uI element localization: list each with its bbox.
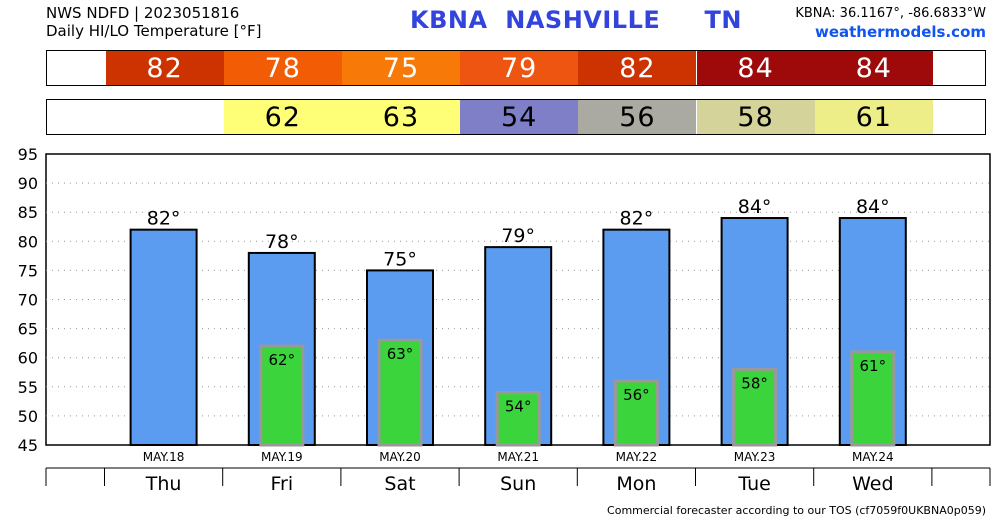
lo-bar <box>495 391 541 447</box>
day-label: Wed <box>852 473 893 495</box>
hi-data-label: 84° <box>856 196 890 218</box>
low-temp-cell: 61 <box>814 100 933 134</box>
low-temp-cell: 54 <box>460 100 579 134</box>
lo-bar <box>732 367 778 447</box>
high-temp-cell: 79 <box>460 51 579 85</box>
date-label: MAY.22 <box>616 450 658 464</box>
high-temp-cell: 84 <box>814 51 933 85</box>
y-tick-label: 45 <box>18 436 38 455</box>
day-label: Fri <box>270 473 293 495</box>
low-temp-cell: 63 <box>341 100 461 134</box>
hi-data-label: 82° <box>620 208 654 230</box>
station-coords: KBNA: 36.1167°, -86.6833°W <box>795 6 986 21</box>
hi-bar <box>129 228 198 446</box>
lo-data-label: 56° <box>623 386 650 404</box>
low-temp-cell: 58 <box>696 100 815 134</box>
high-temp-cell: 75 <box>341 51 461 85</box>
lo-data-label: 61° <box>860 357 887 375</box>
date-label: MAY.23 <box>734 450 776 464</box>
lo-bar <box>377 338 423 447</box>
date-label: MAY.18 <box>143 450 185 464</box>
lo-data-label: 62° <box>269 351 296 369</box>
low-temp-cell: 62 <box>223 100 342 134</box>
high-temp-cell: 82 <box>105 51 224 85</box>
header-info: NWS NDFD | 2023051816 Daily HI/LO Temper… <box>46 4 262 40</box>
model-run-label: NWS NDFD | 2023051816 <box>46 4 240 22</box>
y-tick-label: 60 <box>18 349 38 368</box>
low-temp-cell <box>105 100 224 134</box>
high-temp-cell: 82 <box>578 51 697 85</box>
footer-note: Commercial forecaster according to our T… <box>607 504 986 517</box>
high-temp-strip: 82 78 75 79 82 84 84 <box>46 50 986 86</box>
lo-bar <box>613 379 659 447</box>
hi-data-label: 78° <box>265 231 299 253</box>
y-tick-label: 50 <box>18 407 38 426</box>
station-title: KBNA NASHVILLE TN <box>410 6 743 34</box>
y-tick-label: 70 <box>18 291 38 310</box>
hi-data-label: 82° <box>147 208 181 230</box>
date-label: MAY.21 <box>497 450 539 464</box>
lo-bar <box>850 350 896 447</box>
lo-data-label: 54° <box>505 398 532 416</box>
high-temp-cell: 84 <box>696 51 815 85</box>
lo-data-label: 58° <box>741 374 768 392</box>
date-label: MAY.24 <box>852 450 894 464</box>
lo-data-label: 63° <box>387 345 414 363</box>
product-label: Daily HI/LO Temperature [°F] <box>46 22 262 40</box>
y-tick-label: 80 <box>18 232 38 251</box>
low-temp-cell: 56 <box>578 100 697 134</box>
y-tick-label: 55 <box>18 378 38 397</box>
day-label: Sat <box>384 473 415 495</box>
y-tick-label: 85 <box>18 203 38 222</box>
hi-data-label: 75° <box>383 248 417 270</box>
lo-bar <box>259 344 305 447</box>
high-temp-cell: 78 <box>223 51 342 85</box>
low-temp-strip: 62 63 54 56 58 61 <box>46 99 986 135</box>
header-right: KBNA: 36.1167°, -86.6833°W weathermodels… <box>795 5 986 41</box>
site-link[interactable]: weathermodels.com <box>814 23 986 41</box>
day-label: Thu <box>145 473 182 495</box>
day-label: Tue <box>737 473 770 495</box>
y-tick-label: 65 <box>18 320 38 339</box>
temperature-chart: 95 90 85 80 75 70 65 60 55 50 45 82° MAY.18 Thu 78° 62°… <box>18 145 991 495</box>
hi-data-label: 84° <box>738 196 772 218</box>
date-label: MAY.19 <box>261 450 303 464</box>
hi-data-label: 79° <box>501 225 535 247</box>
day-label: Sun <box>500 473 536 495</box>
date-label: MAY.20 <box>379 450 421 464</box>
y-tick-label: 90 <box>18 174 38 193</box>
day-label: Mon <box>616 473 656 495</box>
y-tick-label: 95 <box>18 145 38 164</box>
y-tick-label: 75 <box>18 261 38 280</box>
